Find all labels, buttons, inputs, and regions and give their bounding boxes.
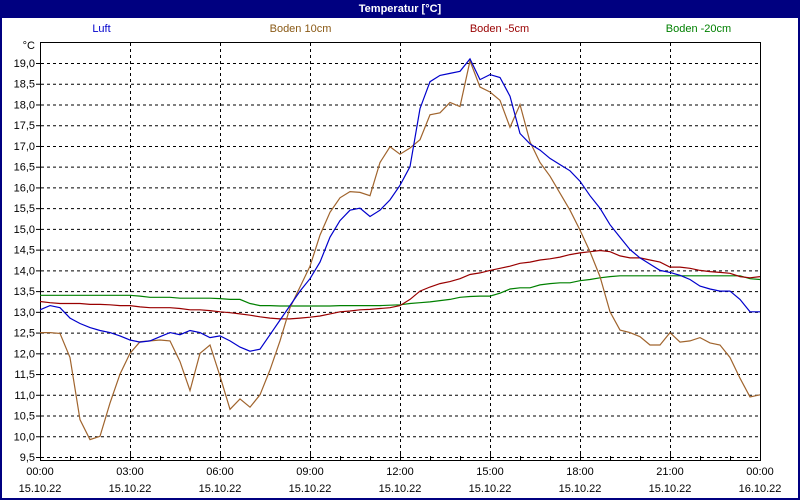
y-tick-label: 19,0 bbox=[14, 58, 35, 70]
y-tick-label: 17,0 bbox=[14, 141, 35, 153]
y-tick-label: 10,0 bbox=[14, 431, 35, 443]
x-tick-time-label: 06:00 bbox=[206, 466, 234, 478]
x-tick-time-label: 00:00 bbox=[26, 466, 54, 478]
y-tick-label: 11,5 bbox=[14, 369, 35, 381]
y-axis-labels: °C 19,0 18,5 18,0 17,5 17,0 16,5 16,0 15,5 15,0 14… bbox=[14, 40, 35, 464]
x-tick-time-label: 15:00 bbox=[476, 466, 504, 478]
legend-item-boden-5cm: Boden -5cm bbox=[469, 23, 530, 35]
y-tick-label: 10,5 bbox=[14, 411, 35, 423]
x-tick-time-label: 12:00 bbox=[386, 466, 414, 478]
x-tick-date-label: 15.10.22 bbox=[289, 483, 332, 495]
y-tick-label: 16,5 bbox=[14, 162, 35, 174]
window-title: Temperatur [°C] bbox=[0, 0, 800, 18]
x-tick-date-label: 15.10.22 bbox=[559, 483, 602, 495]
x-tick-date-label: 15.10.22 bbox=[199, 483, 242, 495]
y-tick-label: 15,5 bbox=[14, 203, 35, 215]
legend-item-luft: Luft bbox=[92, 23, 111, 35]
x-tick-time-label: 18:00 bbox=[566, 466, 594, 478]
x-tick-date-label: 15.10.22 bbox=[379, 483, 422, 495]
x-tick-date-label: 16.10.22 bbox=[739, 483, 782, 495]
x-tick-date-label: 15.10.22 bbox=[19, 483, 62, 495]
x-tick-time-label: 00:00 bbox=[746, 466, 774, 478]
y-tick-label: 13,0 bbox=[14, 307, 35, 319]
x-tick-date-label: 15.10.22 bbox=[649, 483, 692, 495]
legend-item-boden-20cm: Boden -20cm bbox=[665, 23, 732, 35]
y-tick-label: 14,5 bbox=[14, 245, 35, 257]
gridlines bbox=[41, 43, 759, 459]
y-tick-label: 12,5 bbox=[14, 328, 35, 340]
y-tick-label: 18,0 bbox=[14, 99, 35, 111]
series-luft bbox=[39, 57, 760, 352]
x-tick-date-label: 15.10.22 bbox=[109, 483, 152, 495]
y-tick-label: 14,0 bbox=[14, 265, 35, 277]
y-tick-label: 12,0 bbox=[14, 348, 35, 360]
series-boden-10cm bbox=[40, 58, 761, 441]
y-tick-label: 15,0 bbox=[14, 224, 35, 236]
axis-ticks bbox=[36, 63, 761, 460]
x-tick-date-label: 15.10.22 bbox=[469, 483, 512, 495]
chart-legend: Luft Boden 10cm Boden -5cm Boden -20cm bbox=[2, 22, 798, 38]
legend-item-boden-10cm: Boden 10cm bbox=[269, 23, 332, 35]
series-boden-20cm bbox=[40, 275, 761, 307]
plot-border bbox=[40, 42, 761, 461]
x-tick-time-label: 09:00 bbox=[296, 466, 324, 478]
x-axis-labels: 00:00 15.10.22 03:00 15.10.22 06:00 15.10.22 0… bbox=[19, 466, 782, 495]
y-tick-label: 18,5 bbox=[14, 79, 35, 91]
y-tick-label: 16,0 bbox=[14, 182, 35, 194]
y-tick-label: 13,5 bbox=[14, 286, 35, 298]
y-tick-label: 17,5 bbox=[14, 120, 35, 132]
x-tick-time-label: 21:00 bbox=[656, 466, 684, 478]
x-tick-time-label: 03:00 bbox=[116, 466, 144, 478]
y-axis-unit-label: °C bbox=[23, 40, 35, 52]
y-tick-label: 11,0 bbox=[14, 390, 35, 402]
y-tick-label: 9,5 bbox=[20, 452, 35, 464]
